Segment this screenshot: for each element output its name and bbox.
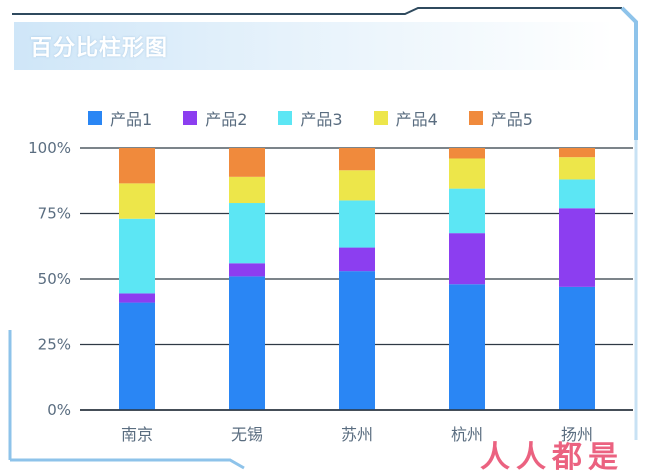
bar-segment-苏州-产品4[interactable]	[339, 170, 375, 201]
legend-swatch	[373, 111, 388, 125]
bar-segment-杭州-产品3[interactable]	[449, 188, 485, 234]
bar-segment-扬州-产品2[interactable]	[559, 208, 595, 287]
legend-label: 产品1	[110, 110, 153, 129]
legend-swatch	[278, 111, 293, 125]
bar-segment-南京-产品5[interactable]	[119, 148, 155, 184]
legend-item-2[interactable]: 产品2	[183, 106, 247, 130]
bar-segment-扬州-产品1[interactable]	[559, 286, 595, 410]
bar-segment-苏州-产品5[interactable]	[339, 148, 375, 171]
bar-segment-杭州-产品2[interactable]	[449, 233, 485, 285]
legend-item-4[interactable]: 产品4	[373, 106, 438, 130]
bar-segment-杭州-产品4[interactable]	[449, 158, 485, 189]
bar-segment-杭州-产品1[interactable]	[449, 284, 485, 410]
bar-segment-苏州-产品2[interactable]	[339, 247, 375, 272]
bar-segment-无锡-产品2[interactable]	[229, 263, 265, 277]
legend-item-1[interactable]: 产品1	[88, 106, 152, 130]
bar-segment-南京-产品1[interactable]	[119, 302, 155, 410]
y-tick-label: 0%	[47, 401, 71, 419]
chart-legend: 产品1 产品2 产品3 产品4 产品5	[88, 106, 564, 130]
x-tick-label: 南京	[121, 425, 153, 444]
legend-label: 产品4	[395, 110, 438, 129]
legend-label: 产品2	[205, 110, 248, 129]
legend-item-5[interactable]: 产品5	[468, 106, 533, 130]
legend-label: 产品3	[300, 110, 343, 129]
y-tick-label: 100%	[28, 139, 71, 157]
legend-label: 产品5	[490, 110, 533, 129]
x-tick-label: 无锡	[231, 425, 263, 444]
bar-segment-扬州-产品5[interactable]	[559, 148, 595, 158]
bar-segment-无锡-产品5[interactable]	[229, 148, 265, 177]
bar-segment-扬州-产品4[interactable]	[559, 157, 595, 180]
bar-segment-无锡-产品4[interactable]	[229, 176, 265, 204]
legend-item-3[interactable]: 产品3	[278, 106, 343, 130]
bar-segment-南京-产品4[interactable]	[119, 183, 155, 219]
bar-segment-无锡-产品1[interactable]	[229, 276, 265, 410]
bar-segment-苏州-产品1[interactable]	[339, 271, 375, 410]
x-tick-label: 扬州	[561, 425, 593, 444]
bar-segment-扬州-产品3[interactable]	[559, 179, 595, 209]
watermark-text: 人人都是	[480, 440, 624, 475]
y-tick-label: 25%	[38, 336, 71, 354]
bar-segment-苏州-产品3[interactable]	[339, 200, 375, 248]
legend-swatch	[88, 111, 102, 125]
bar-segment-南京-产品3[interactable]	[119, 218, 155, 294]
title-band	[14, 22, 614, 70]
bar-segment-南京-产品2[interactable]	[119, 293, 155, 303]
legend-swatch	[183, 111, 198, 125]
x-tick-label: 苏州	[341, 425, 373, 444]
bar-segment-无锡-产品3[interactable]	[229, 203, 265, 264]
legend-swatch	[468, 111, 483, 125]
y-tick-label: 50%	[38, 270, 71, 288]
bar-segment-杭州-产品5[interactable]	[449, 148, 485, 159]
chart-title: 百分比柱形图	[30, 36, 169, 61]
y-tick-label: 75%	[38, 205, 71, 223]
x-tick-label: 杭州	[451, 425, 483, 444]
